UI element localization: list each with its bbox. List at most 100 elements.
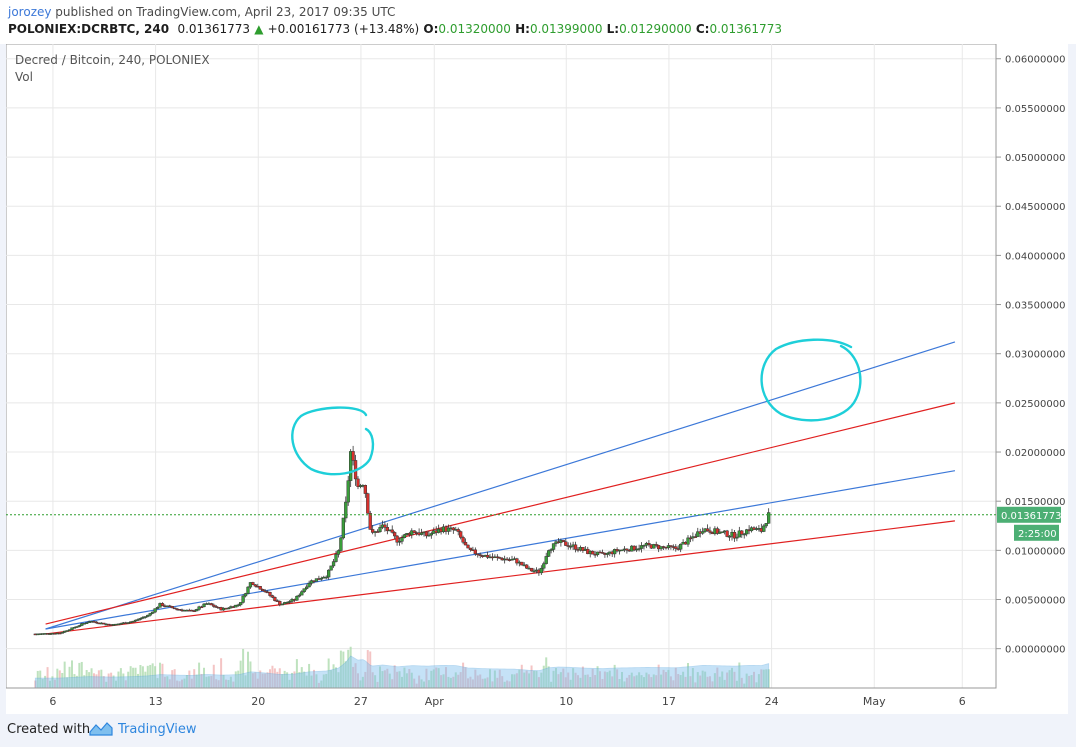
volume-bar	[132, 667, 135, 688]
volume-bar	[254, 672, 257, 688]
volume-bar	[295, 659, 298, 688]
countdown-label: 2:25:00	[1018, 529, 1057, 540]
candle-body	[241, 595, 245, 603]
volume-bar	[183, 678, 186, 688]
volume-bar	[85, 669, 88, 688]
volume-bar	[572, 668, 575, 688]
candle-body	[669, 545, 673, 547]
chart-area[interactable]: 0.06000000 0.05500000 0.05000000 0.04500000…	[5, 43, 1068, 714]
volume-bar	[606, 672, 609, 688]
volume-bar	[129, 666, 132, 688]
volume-bar	[398, 671, 401, 688]
candle-body	[525, 564, 529, 569]
tradingview-logo-icon[interactable]	[88, 720, 114, 738]
candle-body	[75, 626, 79, 628]
x-tick-label: 13	[149, 695, 163, 708]
y-tick-label: 0.05500000	[1005, 104, 1065, 115]
volume-bar	[119, 668, 122, 688]
volume-bar	[628, 674, 631, 688]
volume-bar	[655, 675, 658, 688]
open-label: O:	[423, 22, 439, 36]
candle-body	[451, 527, 455, 531]
volume-bar	[699, 675, 702, 688]
volume-bar	[498, 669, 501, 688]
volume-bar	[229, 676, 232, 688]
volume-bar	[425, 668, 428, 688]
volume-bar	[405, 673, 408, 688]
volume-bar	[716, 667, 719, 688]
candle-body	[652, 544, 656, 549]
volume-bar	[523, 672, 526, 688]
candle-body	[419, 532, 424, 535]
volume-bar	[80, 661, 83, 688]
volume-bar	[733, 671, 736, 688]
candle-body	[270, 595, 275, 598]
candle-body	[544, 556, 548, 564]
volume-bar	[464, 667, 467, 688]
countdown-tag	[1014, 524, 1059, 541]
volume-bar	[313, 669, 315, 688]
volume-bar	[696, 672, 699, 688]
candle-body	[429, 533, 433, 536]
candle-body	[287, 601, 292, 603]
candle-body	[764, 523, 768, 527]
volume-bar	[168, 679, 171, 688]
tradingview-brand[interactable]: TradingView	[118, 722, 197, 737]
low-label: L:	[606, 22, 620, 36]
volume-bar	[432, 669, 435, 688]
volume-bar	[361, 676, 364, 688]
volume-bar	[665, 672, 667, 688]
candle-body	[295, 595, 299, 601]
candle-body	[762, 525, 766, 532]
volume-bar	[735, 680, 738, 688]
author-link[interactable]: jorozey	[8, 5, 52, 19]
candle-body	[234, 604, 238, 608]
volume-bar	[159, 662, 161, 688]
volume-bar	[325, 673, 328, 688]
candle-body	[173, 607, 177, 610]
volume-bar	[393, 665, 396, 688]
volume-bar	[413, 678, 416, 688]
candle-body	[735, 536, 739, 539]
volume-bar	[391, 679, 394, 688]
candle-body	[642, 545, 646, 547]
candle-body	[727, 536, 732, 538]
price-chart[interactable]: 0.06000000 0.05500000 0.05000000 0.04500000…	[5, 43, 1068, 714]
volume-bar	[305, 675, 308, 688]
candle-body	[532, 570, 536, 573]
volume-bar	[493, 670, 496, 688]
candle-body	[573, 544, 578, 550]
candle-body	[170, 606, 174, 609]
volume-bar	[107, 673, 110, 688]
volume-bar	[616, 669, 619, 688]
volume-bar	[58, 670, 61, 688]
volume-bar	[562, 668, 565, 688]
volume-bar	[154, 666, 157, 688]
symbol-label[interactable]: POLONIEX:DCRBTC, 240	[8, 22, 170, 36]
candle-body	[209, 603, 213, 606]
volume-bar	[401, 676, 403, 688]
y-tick-label: 0.06000000	[1005, 55, 1065, 66]
candle-body	[498, 557, 502, 559]
candle-body	[674, 546, 678, 549]
volume-bar	[220, 658, 223, 688]
volume-bar	[322, 674, 325, 688]
volume-bar	[679, 675, 682, 688]
volume-bar	[452, 676, 455, 688]
open-value: 0.01320000	[438, 22, 511, 36]
volume-bar	[657, 664, 660, 688]
volume-bar	[39, 670, 42, 688]
candle-body	[246, 586, 250, 594]
volume-bar	[181, 679, 183, 688]
volume-bar	[420, 679, 423, 688]
volume-bar	[745, 673, 748, 688]
candle-body	[542, 563, 546, 569]
volume-bar	[347, 649, 350, 688]
candle-body	[539, 567, 543, 574]
y-tick-label: 0.03000000	[1005, 350, 1065, 361]
candle-body	[424, 531, 429, 537]
y-tick-label: 0.01000000	[1005, 546, 1065, 557]
volume-bar	[765, 669, 768, 688]
volume-bar	[381, 671, 384, 688]
volume-bar	[427, 680, 430, 688]
